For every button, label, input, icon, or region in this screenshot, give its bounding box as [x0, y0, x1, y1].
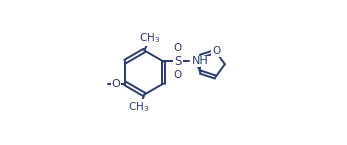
Text: NH: NH: [192, 57, 209, 66]
Text: CH$_3$: CH$_3$: [139, 31, 161, 45]
Text: O: O: [212, 46, 220, 56]
Text: O: O: [174, 43, 182, 53]
Text: O: O: [174, 70, 182, 80]
Text: O: O: [112, 79, 120, 88]
Text: CH$_3$: CH$_3$: [128, 100, 149, 114]
Text: S: S: [174, 55, 181, 68]
